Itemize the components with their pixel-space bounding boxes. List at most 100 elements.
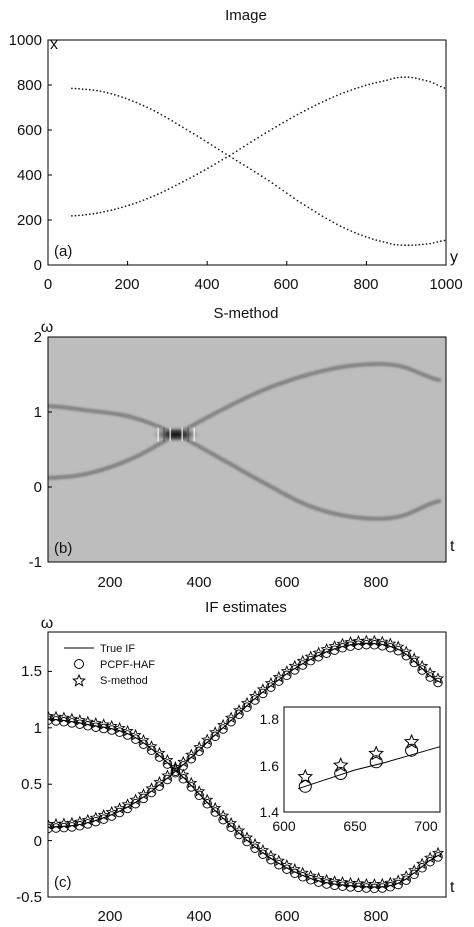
- y-tick-label: 800: [17, 77, 42, 94]
- image-point: [214, 146, 217, 149]
- image-point: [382, 241, 385, 243]
- image-point: [425, 243, 428, 245]
- pcpf-haf-marker: [51, 823, 61, 833]
- s-method-marker: [336, 637, 349, 650]
- s-method-marker: [105, 719, 118, 732]
- image-point: [203, 169, 206, 172]
- pcpf-haf-marker: [162, 759, 173, 769]
- inset-x-tick: 700: [414, 818, 438, 834]
- x-tick-label: 800: [353, 276, 378, 293]
- y-tick-label: 400: [17, 167, 42, 184]
- pcpf-haf-marker: [162, 774, 173, 785]
- pcpf-haf-marker: [59, 717, 69, 727]
- pcpf-haf-marker: [250, 695, 260, 705]
- image-point: [146, 197, 149, 200]
- image-point: [217, 148, 220, 151]
- s-method-marker: [240, 831, 254, 843]
- s-method-marker: [384, 876, 397, 889]
- y-tick-label: 600: [17, 122, 42, 139]
- image-point: [336, 94, 338, 97]
- panel-b-background: [48, 337, 446, 562]
- image-point: [278, 123, 281, 126]
- s-method-marker: [408, 652, 421, 664]
- s-method-marker: [352, 877, 365, 889]
- image-point: [411, 76, 414, 79]
- image-point: [396, 244, 399, 246]
- pcpf-haf-marker: [242, 702, 252, 712]
- legend-pcpf-haf-marker: [74, 659, 84, 669]
- image-point: [268, 179, 270, 182]
- pcpf-haf-marker: [242, 836, 252, 847]
- image-point: [386, 79, 388, 82]
- pcpf-haf-marker: [170, 766, 181, 777]
- pcpf-haf-marker: [194, 790, 204, 801]
- image-point: [153, 109, 156, 112]
- image-point: [253, 138, 256, 141]
- image-point: [293, 197, 295, 200]
- image-point: [289, 194, 292, 197]
- panel-c-title: IF estimates: [205, 599, 287, 616]
- image-point: [328, 219, 331, 222]
- image-point: [124, 97, 127, 100]
- s-method-marker: [65, 712, 78, 725]
- s-method-marker: [137, 734, 150, 746]
- s-method-marker: [177, 768, 190, 781]
- panel-b-y-ticks: -1 0 1 2: [29, 329, 42, 571]
- panel-b-marks: [48, 337, 442, 562]
- pcpf-haf-marker: [393, 879, 403, 890]
- image-point: [74, 87, 77, 90]
- image-point: [339, 225, 342, 228]
- image-point: [257, 173, 259, 175]
- image-point: [135, 201, 138, 204]
- image-point: [361, 85, 363, 88]
- image-point: [114, 208, 116, 211]
- inset-y-tick: 1.8: [260, 711, 280, 727]
- image-point: [346, 228, 349, 231]
- image-point: [71, 215, 73, 217]
- image-point: [321, 215, 324, 218]
- x-tick-label: 400: [186, 908, 211, 925]
- pcpf-haf-marker: [417, 665, 427, 675]
- pcpf-haf-marker: [321, 648, 332, 658]
- panel-b-ylabel: ω: [41, 319, 54, 336]
- s-method-marker: [272, 854, 285, 867]
- image-point: [78, 214, 80, 217]
- pcpf-haf-marker: [401, 875, 411, 885]
- pcpf-haf-marker: [361, 639, 372, 650]
- s-method-marker: [423, 666, 437, 679]
- s-method-marker: [193, 785, 206, 797]
- s-method-marker: [431, 672, 445, 684]
- image-point: [185, 179, 188, 181]
- image-point: [246, 143, 249, 146]
- image-point: [146, 106, 149, 109]
- image-point: [124, 205, 127, 208]
- image-point: [71, 87, 73, 90]
- pcpf-haf-marker: [138, 793, 149, 804]
- sm-ridge-core: [48, 363, 441, 479]
- image-point: [189, 130, 192, 133]
- pcpf-haf-marker: [226, 822, 236, 832]
- image-point: [239, 148, 242, 150]
- image-point: [325, 99, 328, 102]
- x-tick-label: 600: [274, 574, 299, 591]
- image-point: [253, 170, 256, 173]
- image-point: [339, 93, 342, 95]
- image-point: [88, 88, 91, 91]
- image-point: [379, 80, 381, 83]
- s-method-marker: [89, 717, 102, 729]
- image-point: [357, 233, 360, 236]
- true-if-line: [48, 642, 442, 828]
- image-point: [307, 108, 310, 110]
- image-point: [371, 82, 374, 85]
- image-point: [139, 200, 141, 203]
- image-point: [321, 101, 324, 103]
- panel-b-title: S-method: [213, 305, 278, 322]
- y-tick-label: 0: [34, 833, 42, 850]
- inset-y-tick: 1.4: [260, 804, 280, 820]
- pcpf-haf-marker: [194, 746, 204, 757]
- image-point: [178, 124, 181, 127]
- image-point: [164, 190, 166, 192]
- image-point: [160, 191, 163, 194]
- y-tick-label: 0: [34, 257, 42, 274]
